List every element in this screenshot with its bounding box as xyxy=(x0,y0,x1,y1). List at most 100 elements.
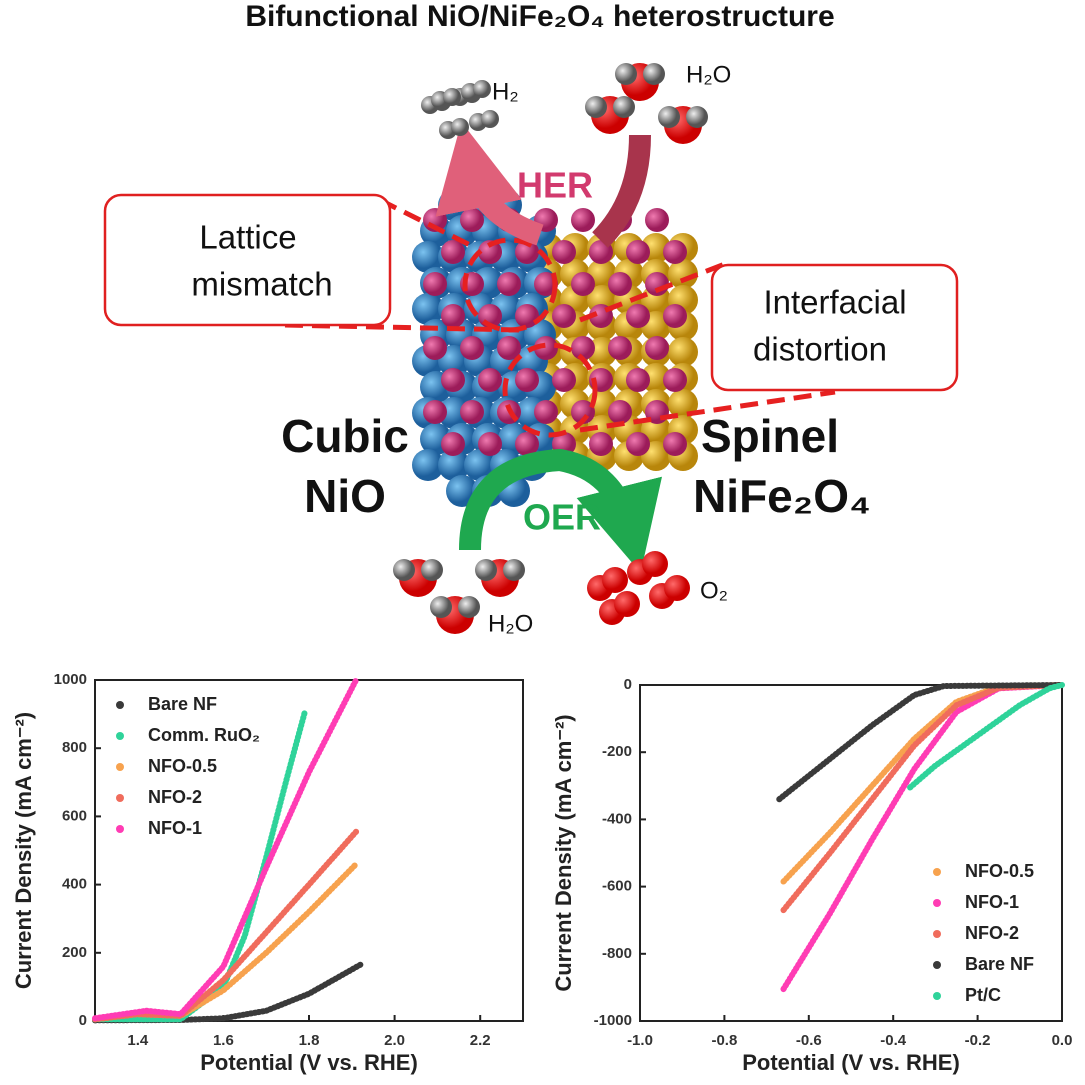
atom xyxy=(645,208,669,232)
atom xyxy=(626,432,650,456)
x-tick-label: 1.8 xyxy=(299,1032,320,1049)
molecule-label: H₂O xyxy=(686,61,731,88)
hydrogen xyxy=(615,63,637,85)
y-tick-label: 1000 xyxy=(54,671,87,688)
atom xyxy=(608,272,632,296)
legend-label: NFO-0.5 xyxy=(148,756,217,776)
legend-swatch xyxy=(933,961,941,969)
y-axis-title: Current Density (mA cm⁻²) xyxy=(551,714,576,991)
legend-label: Pt/C xyxy=(965,985,1001,1005)
atom xyxy=(478,240,502,264)
box xyxy=(710,263,959,392)
hydrogen xyxy=(475,559,497,581)
box-text: distortion xyxy=(753,331,887,368)
atom xyxy=(645,336,669,360)
molecule-label: O₂ xyxy=(700,577,728,604)
legend-swatch xyxy=(116,732,124,740)
atom xyxy=(663,368,687,392)
y-tick-label: -600 xyxy=(602,878,632,895)
x-tick-label: 2.0 xyxy=(384,1032,405,1049)
title: Bifunctional NiO/NiFe₂O₄ heterostructure xyxy=(245,0,834,33)
oer-label: OER xyxy=(523,497,601,538)
x-tick-label: 0.0 xyxy=(1052,1032,1073,1049)
legend-label: NFO-2 xyxy=(965,923,1019,943)
atom xyxy=(423,336,447,360)
molecule-label: H₂O xyxy=(488,610,533,637)
y-tick-label: 200 xyxy=(62,944,87,961)
atom xyxy=(412,241,444,273)
atom xyxy=(478,432,502,456)
hydrogen xyxy=(458,596,480,618)
atom xyxy=(515,240,539,264)
atom xyxy=(668,259,698,289)
atom xyxy=(641,415,671,445)
y-axis-title: Current Density (mA cm⁻²) xyxy=(11,712,36,989)
phase-label: NiFe₂O₄ xyxy=(693,470,871,522)
legend-swatch xyxy=(933,868,941,876)
hydrogen xyxy=(393,559,415,581)
series-line xyxy=(780,682,1065,885)
oxygen xyxy=(642,551,668,577)
atom xyxy=(515,368,539,392)
atom xyxy=(478,368,502,392)
atom xyxy=(626,304,650,328)
atom xyxy=(441,304,465,328)
atom xyxy=(608,336,632,360)
box-text: mismatch xyxy=(191,266,332,303)
hydrogen xyxy=(443,88,461,106)
legend-label: NFO-1 xyxy=(965,892,1019,912)
molecule-label: H₂ xyxy=(492,78,519,105)
atom xyxy=(626,368,650,392)
series-line xyxy=(92,709,308,1023)
dash-circle xyxy=(502,342,598,438)
dash-circle xyxy=(462,237,558,333)
atom xyxy=(608,400,632,424)
her-label: HER xyxy=(517,165,593,206)
atom xyxy=(464,449,496,481)
plot-frame xyxy=(639,684,1063,1022)
molecules xyxy=(393,63,708,634)
legend-swatch xyxy=(933,992,941,1000)
atom xyxy=(663,432,687,456)
atom xyxy=(534,336,558,360)
legend-label: NFO-0.5 xyxy=(965,861,1034,881)
atom xyxy=(441,240,465,264)
x-axis-title: Potential (V vs. RHE) xyxy=(742,1050,960,1075)
y-tick-label: -1000 xyxy=(594,1012,632,1029)
atom xyxy=(460,208,484,232)
legend-label: NFO-1 xyxy=(148,818,202,838)
atom xyxy=(571,400,595,424)
y-tick-label: -200 xyxy=(602,743,632,760)
legend-swatch xyxy=(116,763,124,771)
series-line xyxy=(776,682,1065,803)
y-tick-label: -800 xyxy=(602,945,632,962)
atom xyxy=(534,400,558,424)
atom xyxy=(423,272,447,296)
hydrogen xyxy=(481,110,499,128)
atom xyxy=(552,368,576,392)
hydrogen xyxy=(613,96,635,118)
atom xyxy=(438,397,470,429)
hydrogen xyxy=(643,63,665,85)
atom xyxy=(663,304,687,328)
y-tick-label: 0 xyxy=(79,1012,87,1029)
atom xyxy=(626,240,650,264)
atom xyxy=(441,368,465,392)
oxygen xyxy=(602,567,628,593)
legend-label: Bare NF xyxy=(965,954,1034,974)
x-axis-title: Potential (V vs. RHE) xyxy=(200,1050,418,1075)
atom xyxy=(460,336,484,360)
legend-label: NFO-2 xyxy=(148,787,202,807)
legend-swatch xyxy=(116,701,124,709)
hydrogen xyxy=(686,106,708,128)
series-line xyxy=(92,677,360,1022)
dash xyxy=(378,197,472,248)
box xyxy=(103,193,392,327)
hydrogen xyxy=(503,559,525,581)
legend-swatch xyxy=(933,899,941,907)
x-tick-label: -0.8 xyxy=(711,1032,737,1049)
x-tick-label: -0.2 xyxy=(965,1032,991,1049)
phase-label: Cubic xyxy=(281,410,409,462)
atom xyxy=(497,336,521,360)
